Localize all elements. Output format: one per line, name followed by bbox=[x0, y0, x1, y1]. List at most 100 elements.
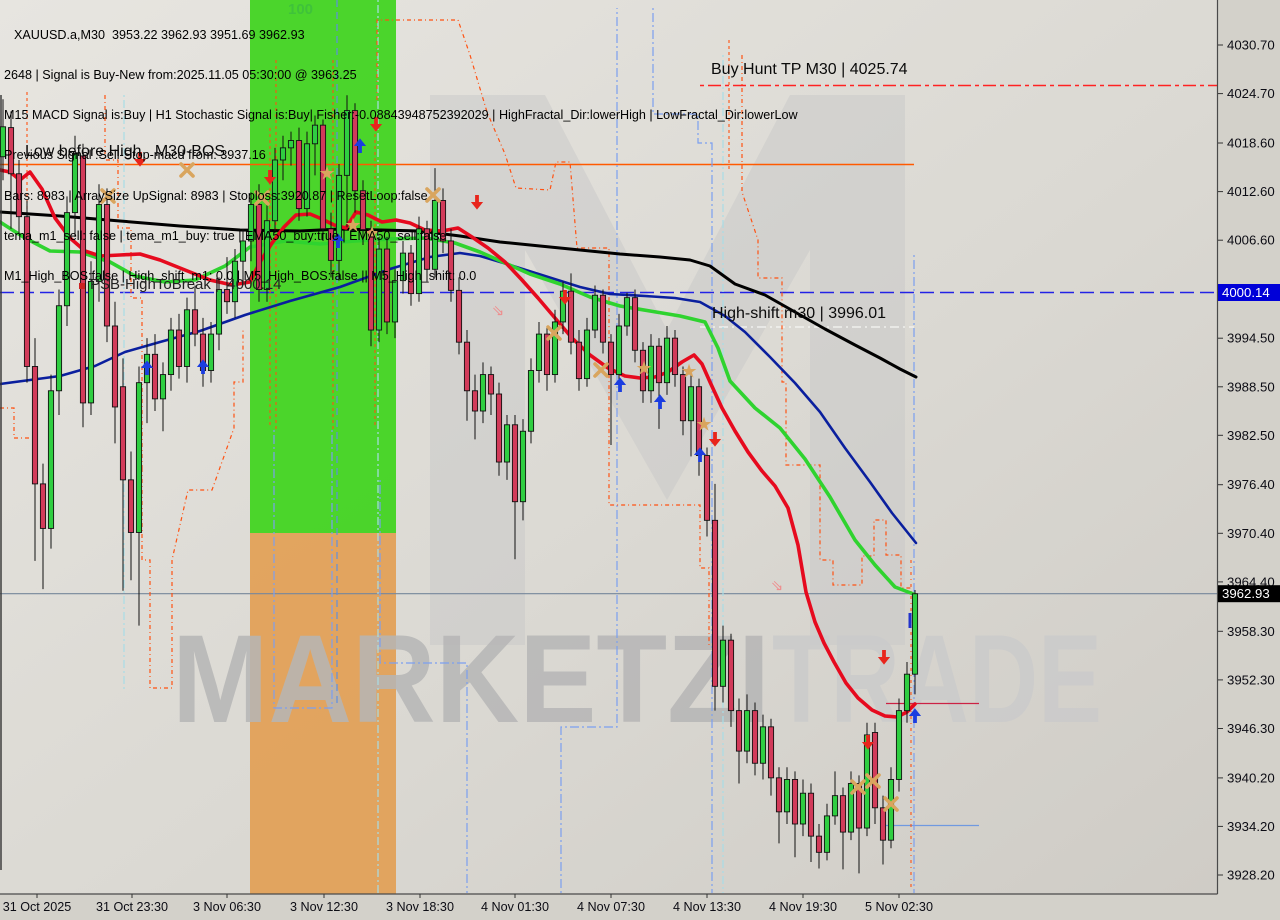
candle bbox=[791, 771, 799, 858]
candle bbox=[175, 313, 183, 379]
candle-body bbox=[687, 386, 695, 422]
candle bbox=[71, 135, 79, 237]
candle-body bbox=[823, 815, 831, 853]
price-tick-label: 3940.20 bbox=[1227, 770, 1275, 785]
candle-body bbox=[839, 795, 847, 833]
candle bbox=[119, 358, 127, 591]
candle-body bbox=[183, 309, 191, 367]
candle bbox=[383, 236, 391, 335]
candle bbox=[775, 767, 783, 844]
sell-arrow-icon bbox=[133, 152, 147, 167]
price-tick-label: 3982.50 bbox=[1227, 428, 1275, 443]
candle-body bbox=[775, 777, 783, 813]
candle-body bbox=[639, 349, 647, 392]
candle-body bbox=[359, 190, 367, 231]
candle bbox=[655, 338, 663, 429]
candle-body bbox=[351, 110, 359, 192]
candle-body bbox=[327, 228, 335, 261]
fractal-star-icon: ★ bbox=[344, 216, 361, 237]
candle bbox=[903, 662, 911, 723]
candle bbox=[447, 228, 455, 302]
candle bbox=[95, 184, 103, 302]
candle bbox=[223, 257, 231, 314]
candle bbox=[263, 204, 271, 302]
candle bbox=[575, 330, 583, 391]
candle-body bbox=[711, 519, 719, 687]
candle bbox=[39, 463, 47, 590]
sell-arrow-icon bbox=[470, 195, 484, 210]
candle bbox=[831, 771, 839, 825]
candle-body bbox=[831, 795, 839, 817]
candle-body bbox=[663, 337, 671, 384]
candle bbox=[727, 633, 735, 727]
candle-body bbox=[399, 252, 407, 282]
fractal-x-icon bbox=[850, 779, 866, 795]
bos-box-a bbox=[273, 430, 333, 709]
candle bbox=[759, 714, 767, 780]
time-tick-label: 3 Nov 06:30 bbox=[193, 900, 261, 914]
fractal-star-icon: ★ bbox=[695, 415, 712, 436]
candle-body bbox=[87, 280, 95, 404]
candle-body bbox=[15, 173, 23, 218]
candle-body bbox=[463, 341, 471, 392]
candle bbox=[815, 823, 823, 869]
candle-body bbox=[191, 309, 199, 335]
candle bbox=[439, 188, 447, 254]
candle bbox=[479, 362, 487, 424]
candle bbox=[743, 694, 751, 764]
candle-body bbox=[727, 639, 735, 712]
candle bbox=[503, 415, 511, 480]
candle-body bbox=[215, 289, 223, 335]
candle-body bbox=[303, 143, 311, 210]
candle bbox=[63, 196, 71, 326]
candle-body bbox=[391, 280, 399, 323]
candle bbox=[407, 245, 415, 306]
candle bbox=[255, 184, 263, 302]
sell-arrow-icon bbox=[263, 170, 277, 185]
candle bbox=[375, 236, 383, 343]
candle-body bbox=[167, 329, 175, 376]
candle-body bbox=[423, 228, 431, 270]
candle-body bbox=[879, 807, 887, 841]
candle bbox=[327, 212, 335, 278]
candle-body bbox=[871, 732, 879, 809]
candle bbox=[703, 447, 711, 537]
candle-body bbox=[375, 248, 383, 331]
candle bbox=[7, 111, 15, 229]
candle-body bbox=[543, 333, 551, 376]
fractal-envelope bbox=[741, 55, 911, 589]
candle-body bbox=[63, 212, 71, 307]
candle bbox=[879, 795, 887, 865]
candle-body bbox=[791, 779, 799, 825]
time-tick-label: 31 Oct 2025 bbox=[3, 900, 72, 914]
candle bbox=[391, 269, 399, 339]
candle-body bbox=[911, 593, 919, 675]
candle bbox=[87, 261, 95, 416]
candle-body bbox=[535, 333, 543, 371]
candle-body bbox=[7, 127, 15, 175]
candle-body bbox=[759, 726, 767, 764]
candle bbox=[631, 289, 639, 363]
fractal-envelope-layer bbox=[0, 19, 911, 689]
candle-body bbox=[119, 386, 127, 481]
time-tick-label: 3 Nov 18:30 bbox=[386, 900, 454, 914]
candle-body bbox=[103, 204, 111, 327]
candle bbox=[319, 119, 327, 241]
price-badge: 4000.14 bbox=[1218, 284, 1280, 301]
price-tick-label: 4006.60 bbox=[1227, 233, 1275, 248]
candle bbox=[799, 779, 807, 837]
candle-body bbox=[287, 140, 295, 149]
candle bbox=[47, 374, 55, 549]
candle-body bbox=[887, 779, 895, 841]
candle-body bbox=[263, 220, 271, 290]
time-tick-label: 4 Nov 07:30 bbox=[577, 900, 645, 914]
candle bbox=[519, 419, 527, 521]
bos-box-c bbox=[560, 8, 618, 893]
candle-body bbox=[551, 321, 559, 376]
candle-body bbox=[743, 710, 751, 752]
buy-arrow-icon bbox=[908, 708, 922, 723]
entry-tick bbox=[908, 613, 912, 628]
candle bbox=[639, 342, 647, 403]
